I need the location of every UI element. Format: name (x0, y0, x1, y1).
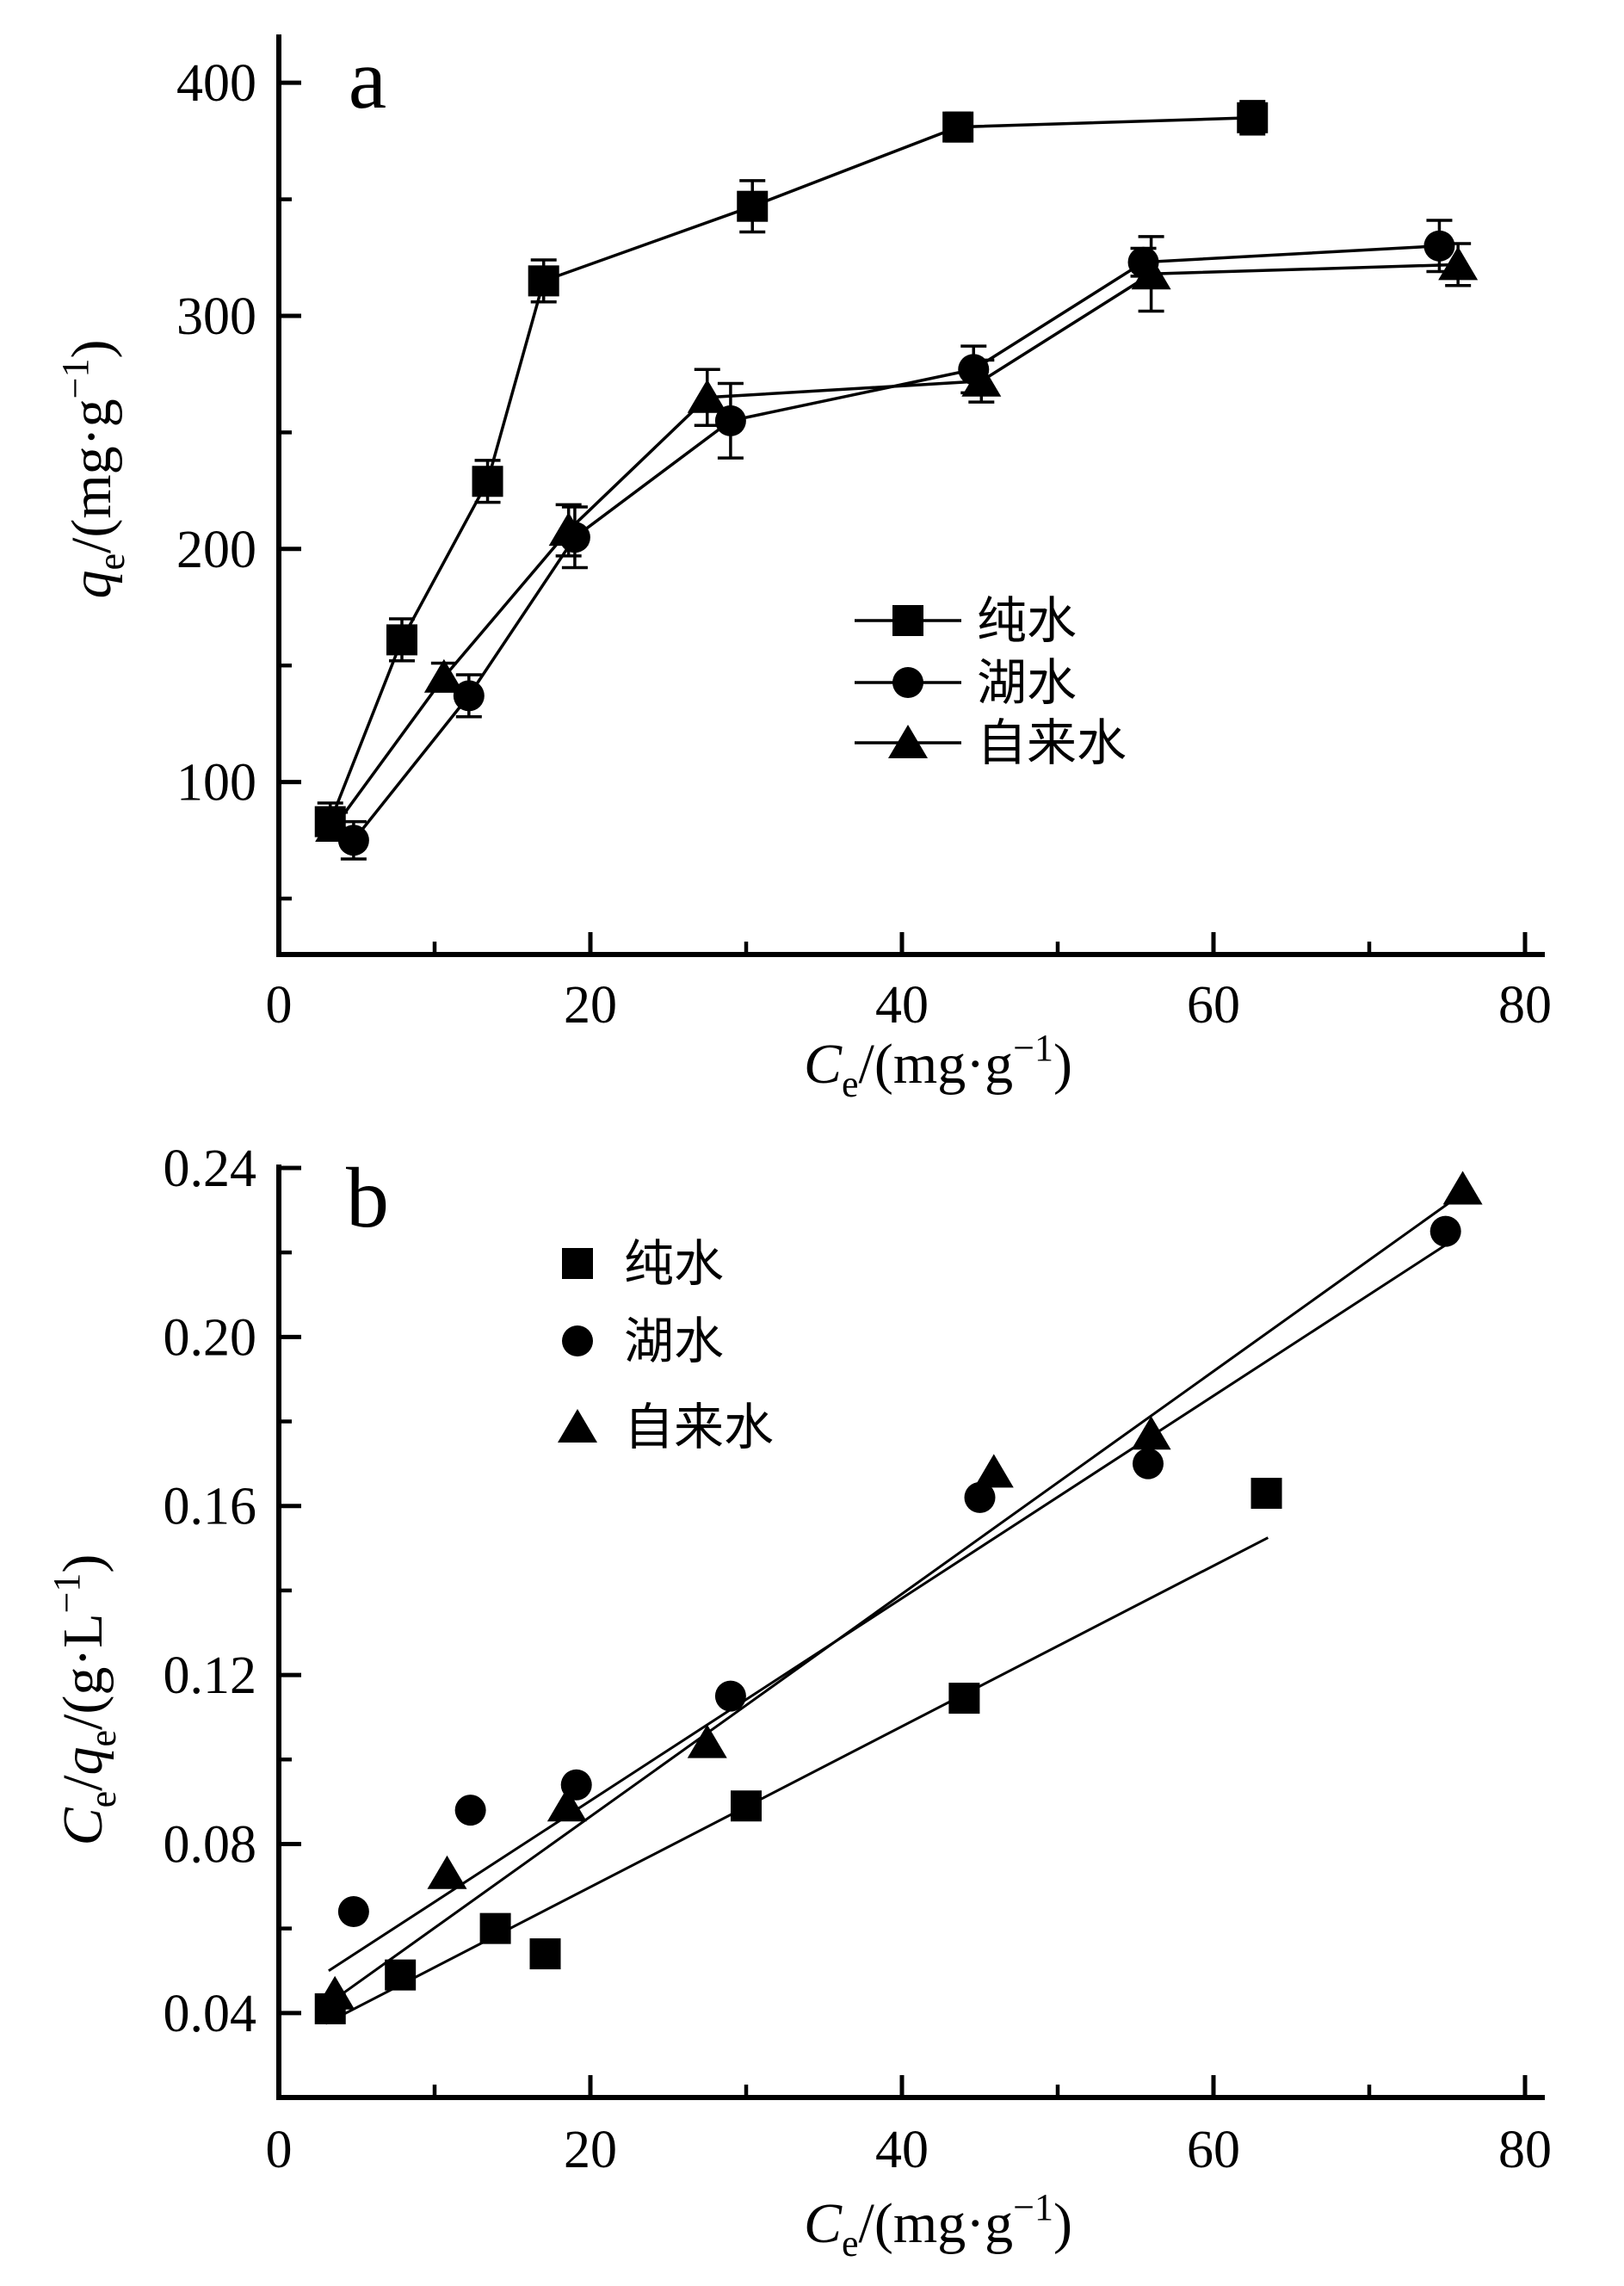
legend-circle-marker (562, 1325, 593, 1356)
square-data-point (472, 466, 503, 497)
legend-label: 自来水 (977, 715, 1127, 771)
circle-data-point (1132, 1448, 1164, 1480)
legend-circle-marker (892, 667, 923, 698)
legend-label: 纯水 (624, 1236, 724, 1292)
x-axis-title: Ce/(mg·g−1) (804, 2186, 1072, 2264)
square-data-point (737, 190, 769, 222)
circle-data-point (560, 1769, 592, 1801)
y-tick-label: 0.20 (164, 1308, 257, 1367)
panel-label: a (349, 31, 386, 127)
square-data-point (528, 265, 559, 297)
square-data-point (731, 1790, 762, 1822)
y-axis-title: qe/(mg·g−1) (54, 340, 133, 599)
triangle-data-point (687, 1724, 727, 1758)
circle-data-point (559, 522, 590, 553)
legend-triangle-marker (888, 725, 928, 758)
circle-data-point (1429, 1215, 1461, 1247)
square-data-point (479, 1912, 511, 1944)
square-data-point (942, 111, 974, 143)
triangle-data-point (1442, 1171, 1483, 1205)
x-tick-label: 0 (266, 976, 293, 1035)
square-data-point (529, 1938, 561, 1970)
y-tick-label: 200 (176, 521, 256, 579)
x-tick-label: 40 (875, 976, 929, 1035)
legend-triangle-marker (558, 1409, 597, 1443)
y-tick-label: 0.08 (164, 1815, 257, 1874)
y-tick-label: 100 (176, 754, 256, 812)
x-tick-label: 60 (1187, 2121, 1240, 2179)
x-tick-label: 80 (1498, 976, 1552, 1035)
square-data-point (1237, 102, 1269, 133)
y-tick-label: 0.24 (164, 1140, 257, 1198)
square-data-point (948, 1683, 980, 1714)
fit-line-circle (328, 1243, 1448, 1972)
circle-data-point (337, 1895, 369, 1927)
triangle-data-point (427, 1855, 467, 1889)
y-tick-label: 300 (176, 287, 256, 346)
circle-data-point (454, 1795, 486, 1826)
triangle-data-point (423, 658, 464, 693)
x-tick-label: 80 (1498, 2121, 1552, 2179)
circle-data-point (958, 354, 990, 386)
legend-label: 湖水 (624, 1313, 724, 1369)
x-tick-label: 20 (564, 2121, 617, 2179)
triangle-data-point (687, 379, 727, 413)
triangle-data-point (546, 1788, 587, 1822)
legend-label: 湖水 (977, 655, 1077, 711)
x-axis-title: Ce/(mg·g−1) (804, 1027, 1072, 1105)
y-tick-label: 400 (176, 54, 256, 113)
panel-label: b (346, 1150, 389, 1245)
y-tick-label: 0.12 (164, 1647, 257, 1705)
circle-data-point (964, 1481, 996, 1513)
square-data-point (314, 806, 346, 837)
fit-line-square (324, 1536, 1269, 2025)
square-data-point (314, 1993, 346, 2024)
y-axis-title: Ce/qe/(g·L−1) (46, 1554, 124, 1846)
y-tick-label: 0.04 (164, 1985, 257, 2043)
legend-square-marker (892, 605, 923, 636)
legend-label: 纯水 (977, 593, 1077, 649)
legend-label: 自来水 (624, 1399, 774, 1455)
legend-square-marker (562, 1248, 593, 1279)
square-data-point (385, 1959, 417, 1991)
circle-data-point (714, 1680, 746, 1712)
circle-data-point (714, 405, 746, 436)
circle-data-point (1423, 230, 1455, 262)
square-data-point (1250, 1477, 1282, 1509)
x-tick-label: 0 (266, 2121, 293, 2179)
circle-data-point (453, 680, 485, 712)
x-tick-label: 60 (1187, 976, 1240, 1035)
triangle-data-point (973, 1454, 1014, 1488)
square-data-point (386, 624, 417, 656)
fit-line-triangle (329, 1194, 1460, 2004)
x-tick-label: 40 (875, 2121, 929, 2179)
y-tick-label: 0.16 (164, 1478, 257, 1536)
x-tick-label: 20 (564, 976, 617, 1035)
circle-data-point (1127, 246, 1159, 278)
circle-data-point (337, 825, 369, 856)
